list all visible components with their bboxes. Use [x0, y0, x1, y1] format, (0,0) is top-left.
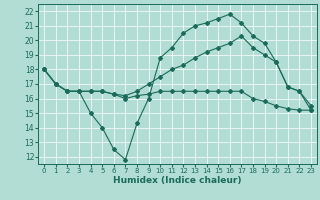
X-axis label: Humidex (Indice chaleur): Humidex (Indice chaleur) [113, 176, 242, 185]
